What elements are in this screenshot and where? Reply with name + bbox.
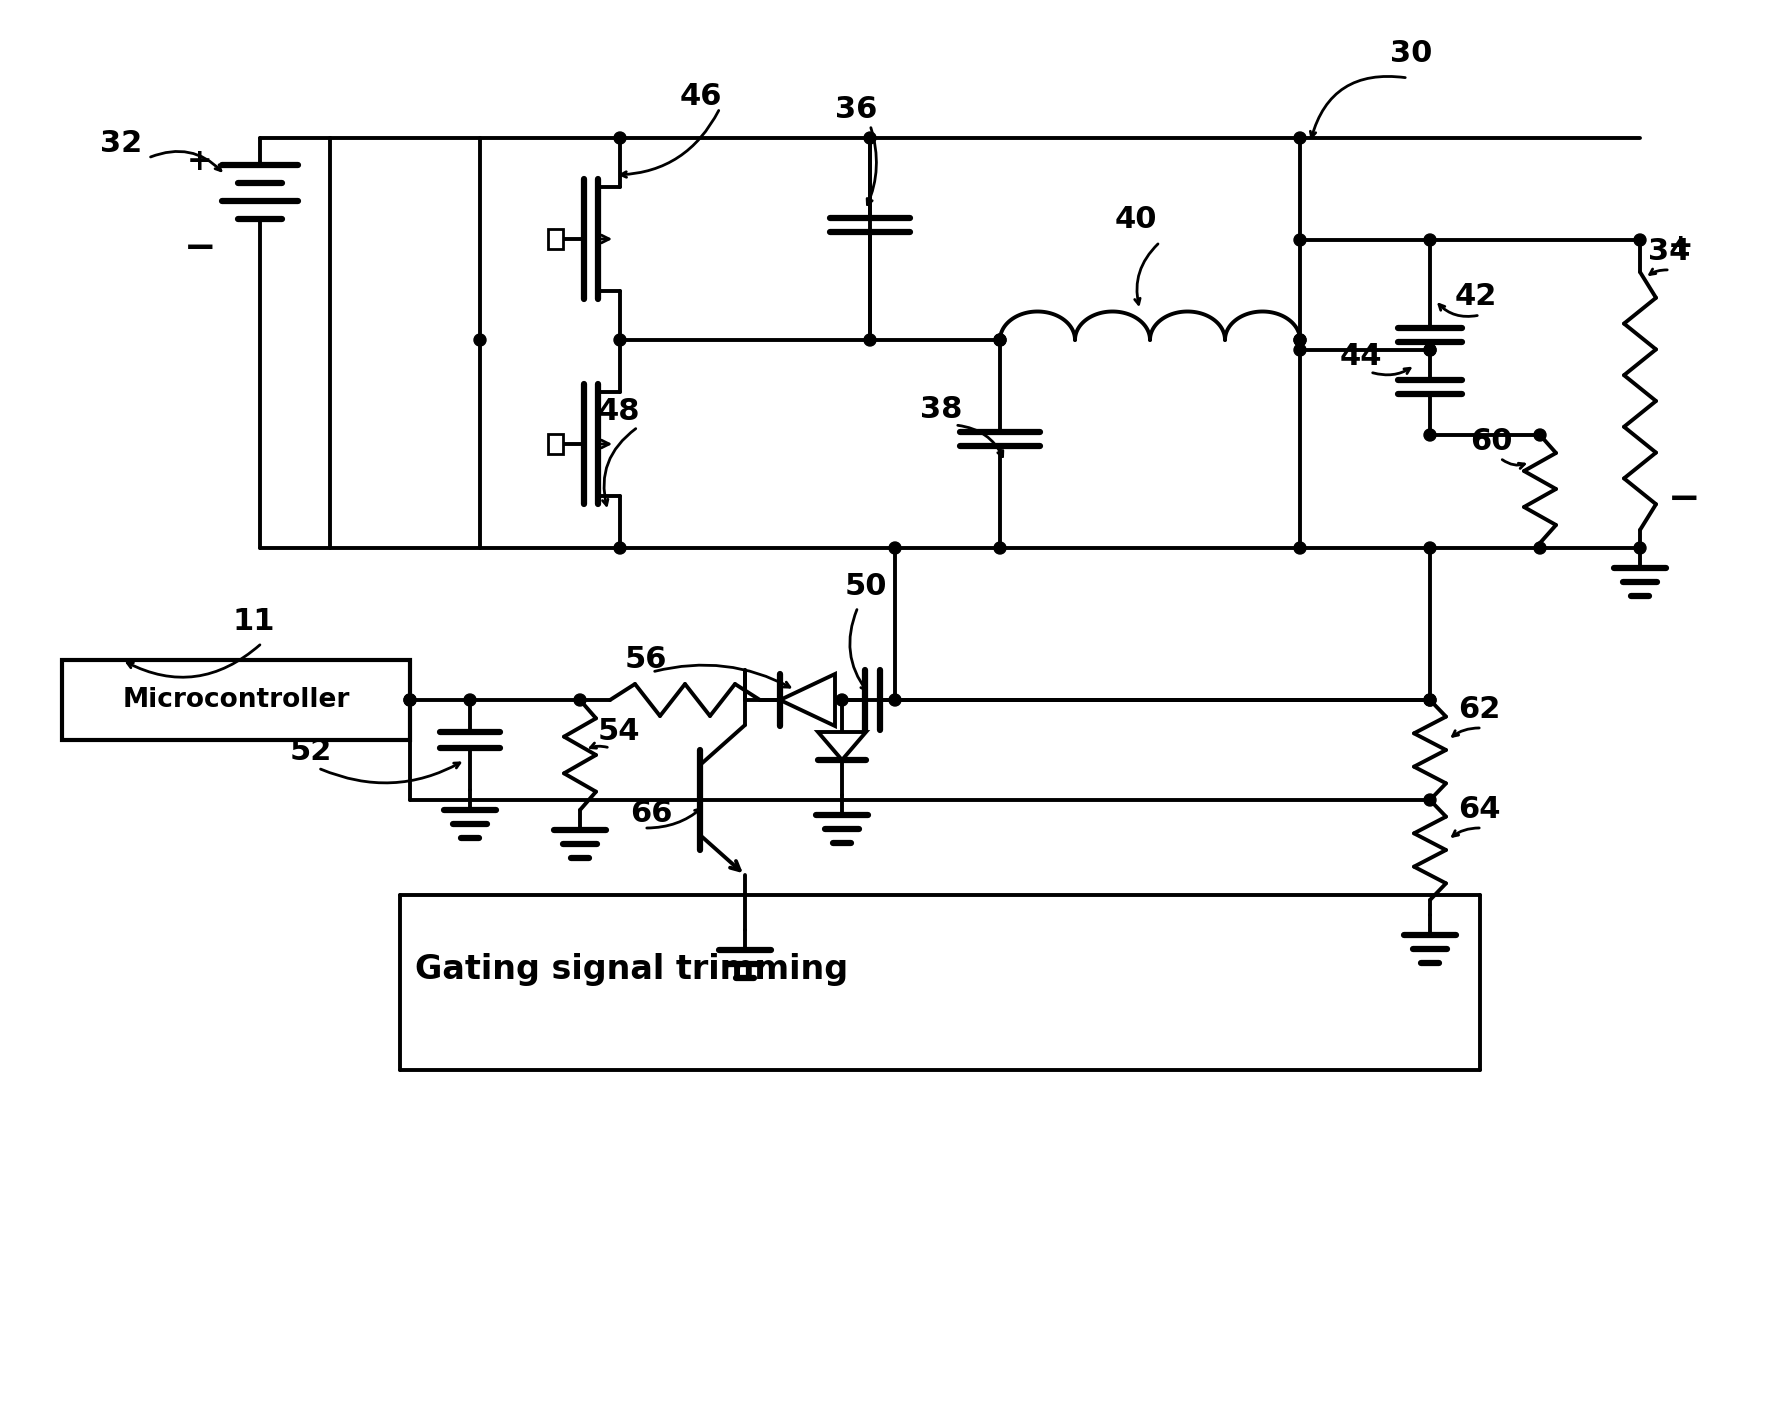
Circle shape [1424, 234, 1436, 246]
Text: 54: 54 [598, 717, 640, 746]
Circle shape [888, 695, 901, 706]
FancyBboxPatch shape [548, 433, 564, 455]
Text: 56: 56 [626, 645, 667, 674]
Polygon shape [780, 674, 835, 726]
Circle shape [1294, 335, 1307, 346]
Text: 30: 30 [1390, 40, 1433, 68]
Circle shape [1534, 429, 1546, 441]
Circle shape [1424, 345, 1436, 356]
Circle shape [1294, 542, 1307, 554]
Text: −: − [184, 229, 216, 267]
Text: 62: 62 [1457, 695, 1500, 724]
Text: −: − [1668, 480, 1700, 518]
Circle shape [863, 335, 876, 346]
Text: 66: 66 [629, 799, 672, 827]
Circle shape [1294, 335, 1307, 346]
Text: Microcontroller: Microcontroller [122, 688, 349, 713]
Circle shape [837, 695, 847, 706]
Text: Gating signal trimming: Gating signal trimming [415, 953, 847, 987]
Circle shape [465, 695, 475, 706]
Text: 34: 34 [1647, 237, 1690, 265]
Text: 52: 52 [291, 737, 332, 765]
Circle shape [1294, 234, 1307, 246]
FancyBboxPatch shape [548, 229, 564, 249]
Text: 36: 36 [835, 95, 878, 124]
Circle shape [1294, 131, 1307, 144]
Text: 60: 60 [1470, 426, 1512, 456]
Circle shape [1424, 695, 1436, 706]
Circle shape [574, 695, 587, 706]
Polygon shape [817, 731, 865, 760]
Text: 32: 32 [99, 128, 142, 158]
Text: 44: 44 [1340, 342, 1383, 371]
Text: 50: 50 [846, 572, 888, 602]
Text: 46: 46 [681, 82, 723, 112]
Circle shape [1424, 695, 1436, 706]
Text: 64: 64 [1457, 795, 1500, 825]
Circle shape [863, 131, 876, 144]
Circle shape [1635, 542, 1645, 554]
Circle shape [995, 335, 1005, 346]
Circle shape [888, 542, 901, 554]
Circle shape [613, 542, 626, 554]
Text: 42: 42 [1456, 282, 1498, 311]
Circle shape [1424, 542, 1436, 554]
Text: 48: 48 [598, 397, 640, 426]
Circle shape [1635, 234, 1645, 246]
Text: 38: 38 [920, 395, 963, 424]
Circle shape [613, 335, 626, 346]
Text: 40: 40 [1115, 205, 1158, 234]
Circle shape [1534, 542, 1546, 554]
Circle shape [613, 131, 626, 144]
Circle shape [1294, 345, 1307, 356]
Circle shape [404, 695, 417, 706]
Circle shape [1424, 794, 1436, 806]
Text: +: + [188, 147, 213, 176]
Circle shape [1424, 429, 1436, 441]
FancyBboxPatch shape [62, 659, 410, 740]
Circle shape [995, 542, 1005, 554]
Text: 11: 11 [232, 607, 275, 635]
Circle shape [473, 335, 486, 346]
Circle shape [1424, 345, 1436, 356]
Text: +: + [1668, 232, 1693, 261]
Circle shape [995, 335, 1005, 346]
Circle shape [404, 695, 417, 706]
